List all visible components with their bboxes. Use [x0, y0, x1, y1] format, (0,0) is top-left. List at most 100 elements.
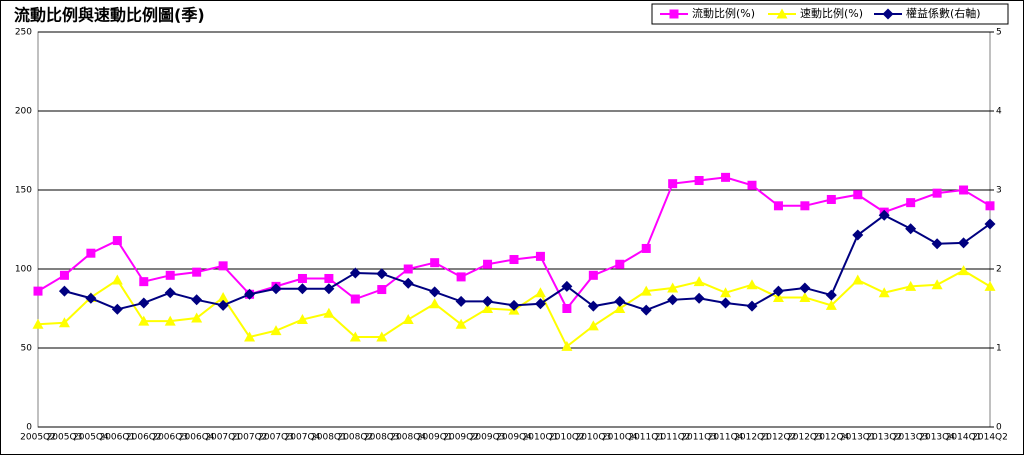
- x-tick-label: 2007Q2: [232, 433, 268, 443]
- marker: [32, 318, 44, 329]
- marker: [323, 307, 335, 318]
- x-tick-label: 2009Q3: [470, 433, 506, 443]
- x-tick-label: 2005Q4: [73, 433, 109, 443]
- marker: [111, 303, 123, 315]
- marker: [403, 264, 413, 274]
- marker: [905, 223, 917, 235]
- marker: [377, 285, 387, 295]
- marker: [191, 294, 203, 306]
- marker: [746, 279, 758, 290]
- x-tick-label: 2006Q4: [179, 433, 215, 443]
- marker: [640, 304, 652, 316]
- legend-box: [651, 3, 1009, 25]
- marker: [244, 331, 256, 342]
- marker: [693, 292, 705, 304]
- x-tick-label: 2008Q4: [390, 433, 426, 443]
- marker: [773, 201, 783, 211]
- marker: [191, 312, 203, 323]
- marker: [985, 201, 995, 211]
- marker: [561, 280, 573, 292]
- marker: [826, 194, 836, 204]
- marker: [614, 295, 626, 307]
- y-tick-label: 250: [15, 28, 32, 38]
- marker: [402, 277, 414, 289]
- marker: [534, 287, 546, 298]
- marker: [455, 318, 467, 329]
- marker: [932, 188, 942, 198]
- chart-title: 流動比例與速動比例圖(季): [14, 6, 205, 25]
- x-tick-label: 2011Q3: [681, 433, 717, 443]
- marker: [931, 279, 943, 290]
- y-tick-label: 200: [15, 107, 32, 117]
- marker: [376, 268, 388, 280]
- marker: [693, 276, 705, 287]
- marker: [139, 277, 149, 287]
- y2-tick-label: 5: [996, 28, 1002, 38]
- marker: [587, 300, 599, 312]
- marker: [984, 280, 996, 291]
- marker: [244, 288, 256, 300]
- marker: [350, 294, 360, 304]
- marker: [217, 299, 229, 311]
- marker: [270, 325, 282, 336]
- y-tick-label: 50: [21, 344, 33, 354]
- marker: [747, 180, 757, 190]
- x-tick-label: 2013Q4: [919, 433, 955, 443]
- y2-tick-label: 3: [996, 186, 1002, 196]
- marker: [878, 287, 890, 298]
- marker: [694, 176, 704, 186]
- marker: [483, 259, 493, 269]
- y2-tick-label: 4: [996, 107, 1002, 117]
- marker: [878, 209, 890, 221]
- x-tick-label: 2013Q1: [840, 433, 876, 443]
- marker: [482, 303, 494, 313]
- marker: [430, 258, 440, 268]
- marker: [667, 294, 679, 306]
- y-tick-label: 0: [26, 423, 32, 433]
- marker: [59, 270, 69, 280]
- marker: [112, 236, 122, 246]
- x-tick-label: 2013Q3: [893, 433, 929, 443]
- marker: [33, 286, 43, 296]
- marker: [58, 285, 70, 297]
- marker: [562, 304, 572, 313]
- y2-tick-label: 1: [996, 344, 1002, 354]
- marker: [852, 229, 864, 241]
- x-tick-label: 2009Q4: [496, 433, 532, 443]
- x-tick-label: 2006Q2: [126, 433, 162, 443]
- marker: [58, 317, 70, 328]
- marker: [349, 267, 361, 279]
- marker: [959, 185, 969, 195]
- marker: [296, 283, 308, 295]
- marker: [720, 287, 732, 298]
- marker: [561, 340, 573, 351]
- marker: [535, 251, 545, 261]
- marker: [111, 274, 123, 285]
- plot-area: [37, 31, 991, 428]
- marker: [402, 314, 414, 325]
- x-tick-label: 2009Q2: [443, 433, 479, 443]
- marker: [640, 285, 652, 296]
- marker: [296, 314, 308, 325]
- x-tick-label: 2013Q2: [866, 433, 902, 443]
- marker: [86, 248, 96, 258]
- marker: [669, 9, 679, 19]
- marker: [482, 295, 494, 307]
- marker: [138, 297, 150, 309]
- x-tick-label: 2012Q4: [813, 433, 849, 443]
- marker: [376, 331, 388, 342]
- marker: [192, 267, 202, 277]
- marker: [776, 8, 788, 19]
- y-tick-label: 150: [15, 186, 32, 196]
- marker: [164, 287, 176, 299]
- x-tick-label: 2006Q1: [99, 433, 135, 443]
- marker: [799, 291, 811, 302]
- x-tick-label: 2007Q4: [285, 433, 321, 443]
- marker: [641, 243, 651, 253]
- y2-tick-label: 0: [996, 423, 1002, 433]
- x-tick-label: 2010Q4: [602, 433, 638, 443]
- marker: [614, 303, 626, 313]
- marker: [85, 292, 97, 304]
- marker: [800, 201, 810, 211]
